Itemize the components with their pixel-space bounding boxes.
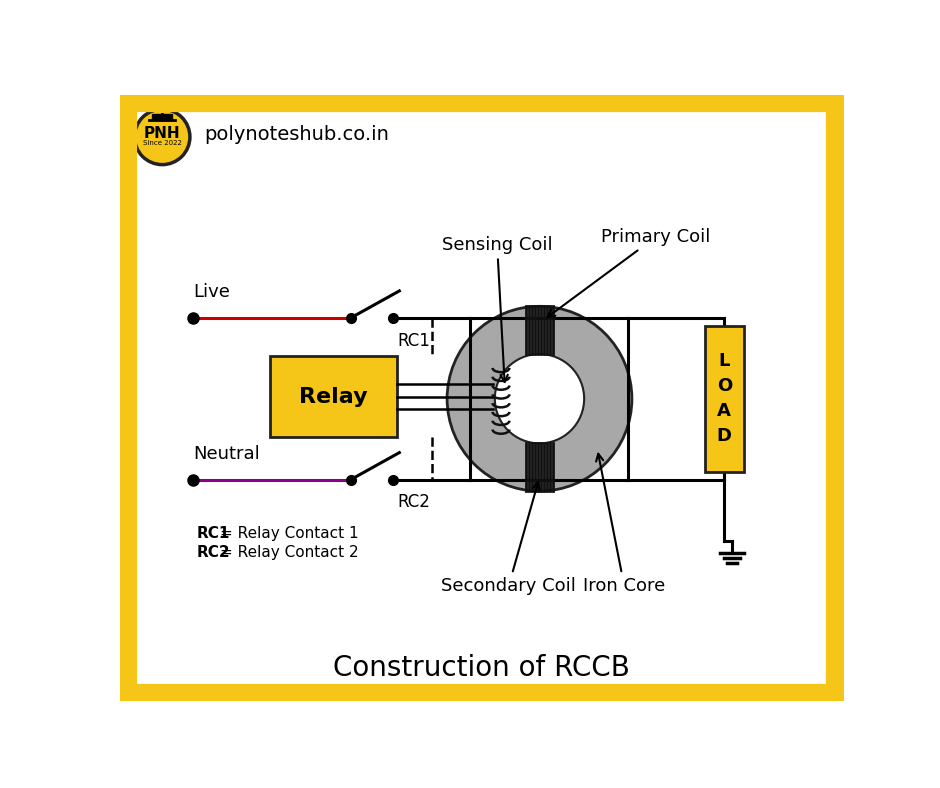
Text: L
O
A
D: L O A D — [716, 352, 732, 445]
Text: RC1: RC1 — [397, 332, 430, 350]
Text: Secondary Coil: Secondary Coil — [441, 482, 576, 595]
Text: Since 2022: Since 2022 — [143, 140, 181, 146]
Text: polynoteshub.co.in: polynoteshub.co.in — [205, 125, 389, 144]
Text: Construction of RCCB: Construction of RCCB — [334, 654, 630, 682]
Text: Primary Coil: Primary Coil — [547, 228, 711, 317]
Circle shape — [447, 307, 632, 491]
Text: Iron Core: Iron Core — [583, 454, 666, 595]
Text: Sensing Coil: Sensing Coil — [442, 236, 553, 382]
Bar — [270, 356, 397, 437]
Text: PNH: PNH — [144, 125, 180, 140]
Circle shape — [134, 110, 190, 165]
Text: Neutral: Neutral — [193, 444, 259, 463]
Bar — [705, 325, 744, 472]
Text: Live: Live — [193, 283, 230, 301]
Bar — [152, 113, 172, 120]
Text: RC1: RC1 — [196, 526, 230, 541]
Text: RC2: RC2 — [196, 545, 230, 560]
Text: = Relay Contact 1: = Relay Contact 1 — [220, 526, 358, 541]
Circle shape — [494, 354, 584, 444]
Text: Relay: Relay — [299, 387, 368, 407]
Text: RC2: RC2 — [397, 493, 430, 511]
Text: = Relay Contact 2: = Relay Contact 2 — [220, 545, 358, 560]
